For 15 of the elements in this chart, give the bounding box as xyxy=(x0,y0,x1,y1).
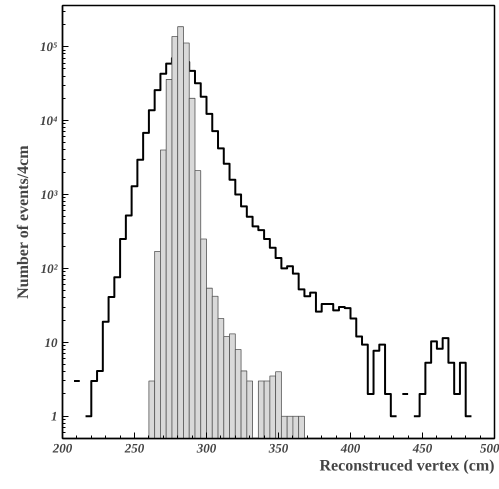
y-tick-label: 10⁴ xyxy=(40,113,58,128)
x-tick-label: 200 xyxy=(52,440,73,456)
x-tick-label: 450 xyxy=(412,440,433,456)
y-tick-label: 10² xyxy=(40,260,59,276)
x-tick-label: 250 xyxy=(124,440,145,456)
x-tick-label: 400 xyxy=(340,440,361,456)
x-tick-label: 350 xyxy=(268,440,289,456)
x-tick-label: 300 xyxy=(196,440,217,456)
y-tick-label: 10⁵ xyxy=(40,39,58,54)
y-axis-title: Number of events/4cm xyxy=(14,144,32,299)
x-tick-label: 500 xyxy=(480,440,499,456)
y-tick-label: 10³ xyxy=(40,186,59,202)
x-axis-title: Reconstruced vertex (cm) xyxy=(319,458,494,474)
y-tick-label: 1 xyxy=(51,408,58,424)
y-tick-label: 10 xyxy=(44,334,58,350)
